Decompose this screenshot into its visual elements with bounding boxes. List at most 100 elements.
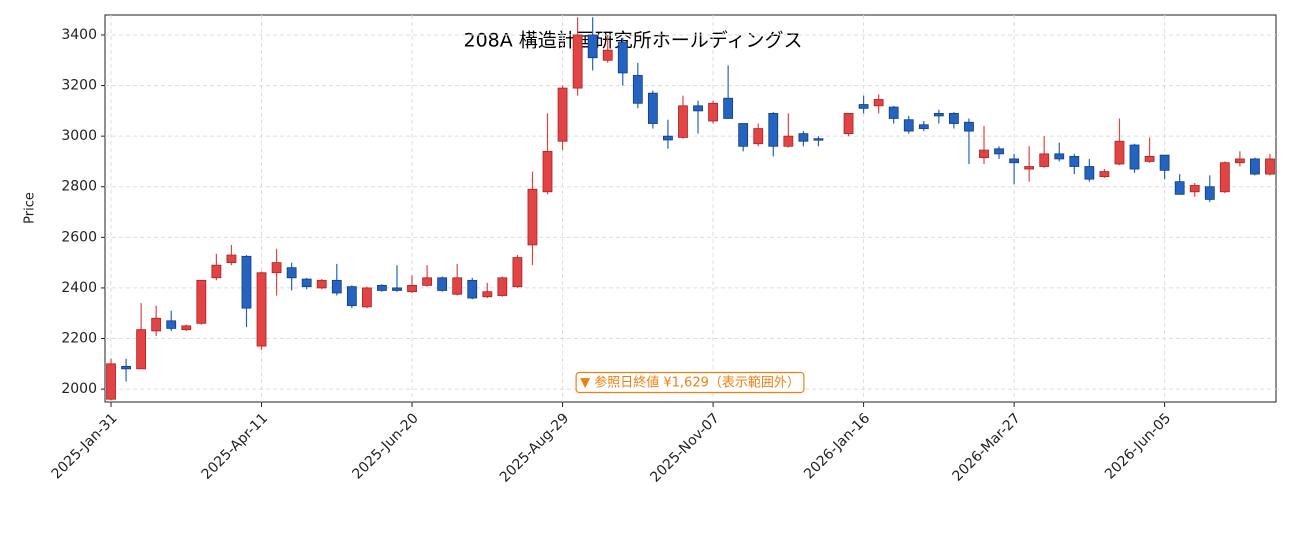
candle-body	[121, 365, 131, 370]
candle-body	[241, 255, 252, 309]
annotation-text: ▼ 参照日終値 ¥1,629（表示範囲外）	[580, 375, 800, 391]
candle-body	[933, 112, 944, 117]
y-tick-label: 2000	[61, 381, 97, 397]
candle-body	[708, 102, 718, 122]
candle-body	[316, 279, 327, 289]
y-tick-label: 3200	[61, 78, 97, 94]
candle-body	[994, 148, 1004, 155]
candle-body	[1204, 186, 1215, 200]
candle-body	[587, 34, 598, 59]
candle-body	[331, 279, 342, 294]
x-tick-label: 2026-Jan-16	[801, 410, 873, 482]
candle-body	[1009, 158, 1020, 164]
y-tick-label: 2200	[61, 331, 97, 347]
candle-body	[693, 105, 703, 112]
candle-body	[557, 87, 568, 142]
candle-body	[196, 279, 207, 324]
y-tick-label: 2600	[61, 229, 97, 245]
candle-body	[377, 284, 387, 291]
candle-body	[813, 138, 824, 141]
candle-body	[271, 262, 282, 274]
grid	[105, 15, 1276, 402]
candle-body	[1265, 158, 1275, 175]
chart-title: 208A 構造計画研究所ホールディングス	[464, 30, 803, 52]
candle-body	[572, 34, 583, 89]
candle-body	[1159, 154, 1170, 171]
candle-body	[1069, 155, 1080, 167]
candle-body	[361, 287, 372, 308]
candle-body	[467, 279, 478, 299]
candle-body	[843, 112, 854, 135]
candle-body	[888, 106, 899, 119]
candle-body	[226, 254, 237, 264]
candle-body	[527, 188, 538, 246]
candle-body	[422, 277, 433, 286]
candle-body	[918, 124, 929, 129]
annotation-box	[575, 371, 805, 394]
candle-body	[783, 135, 794, 147]
x-tick-label: 2025-Jun-20	[349, 410, 421, 482]
candle-body	[151, 317, 162, 332]
candle-body	[1024, 166, 1035, 170]
x-tick-label: 2025-Jan-31	[49, 410, 121, 482]
candle-body	[1084, 166, 1095, 180]
candle-body	[437, 277, 448, 291]
candle-body	[1129, 144, 1140, 170]
candle-body	[903, 119, 914, 132]
candle-body	[602, 49, 613, 61]
y-tick-label: 3400	[61, 27, 97, 43]
candle-body	[1234, 158, 1245, 164]
candle-body	[1189, 185, 1200, 193]
candle-body	[166, 320, 177, 329]
candle-body	[1219, 162, 1230, 193]
candle-body	[858, 104, 869, 109]
y-tick-label: 2400	[61, 280, 97, 296]
candle-body	[1114, 140, 1125, 165]
candle-body	[738, 123, 749, 147]
candle-body	[542, 150, 553, 193]
x-tick-label: 2025-Aug-29	[497, 410, 572, 485]
candle-body	[482, 291, 493, 298]
y-tick-label: 3000	[61, 128, 97, 144]
plot-frame	[104, 14, 1277, 403]
candle-body	[106, 363, 116, 400]
candle-body	[723, 97, 734, 119]
candle-body	[256, 272, 267, 347]
candle-body	[964, 121, 974, 132]
candle-body	[1250, 158, 1260, 175]
candle-body	[768, 112, 779, 147]
x-tick-label: 2026-Jun-05	[1102, 410, 1174, 482]
candle-body	[663, 135, 673, 141]
y-axis-label: Price	[23, 192, 38, 224]
candle-body	[1174, 181, 1185, 195]
x-tick-label: 2026-Mar-27	[949, 410, 1023, 484]
candle-body	[1099, 171, 1110, 178]
candle-body	[346, 286, 357, 307]
annotation: ▼ 参照日終値 ¥1,629（表示範囲外）	[575, 371, 805, 394]
candle-body	[678, 105, 688, 138]
candle-body	[512, 257, 523, 288]
candle-body	[407, 284, 417, 293]
candle-body	[632, 75, 643, 104]
candle-body	[392, 287, 402, 291]
y-tick-label: 2800	[61, 179, 97, 195]
candle-body	[1054, 153, 1065, 160]
candle-body	[798, 133, 809, 142]
x-tick-label: 2025-Apr-11	[199, 410, 272, 483]
candle-body	[753, 128, 764, 145]
candle-body	[647, 92, 658, 124]
candle-body	[873, 99, 884, 107]
x-tick-label: 2025-Nov-07	[647, 410, 722, 485]
candle-body	[979, 149, 989, 159]
candle-body	[452, 277, 463, 295]
candle-body	[301, 278, 312, 288]
candle-body	[286, 267, 297, 279]
candle-body	[497, 277, 508, 296]
candle-body	[1039, 153, 1050, 167]
candle-body	[181, 325, 192, 331]
candle-body	[617, 42, 628, 74]
candle-body	[136, 329, 147, 370]
candle-body	[1144, 155, 1155, 162]
candle-body	[211, 264, 222, 279]
